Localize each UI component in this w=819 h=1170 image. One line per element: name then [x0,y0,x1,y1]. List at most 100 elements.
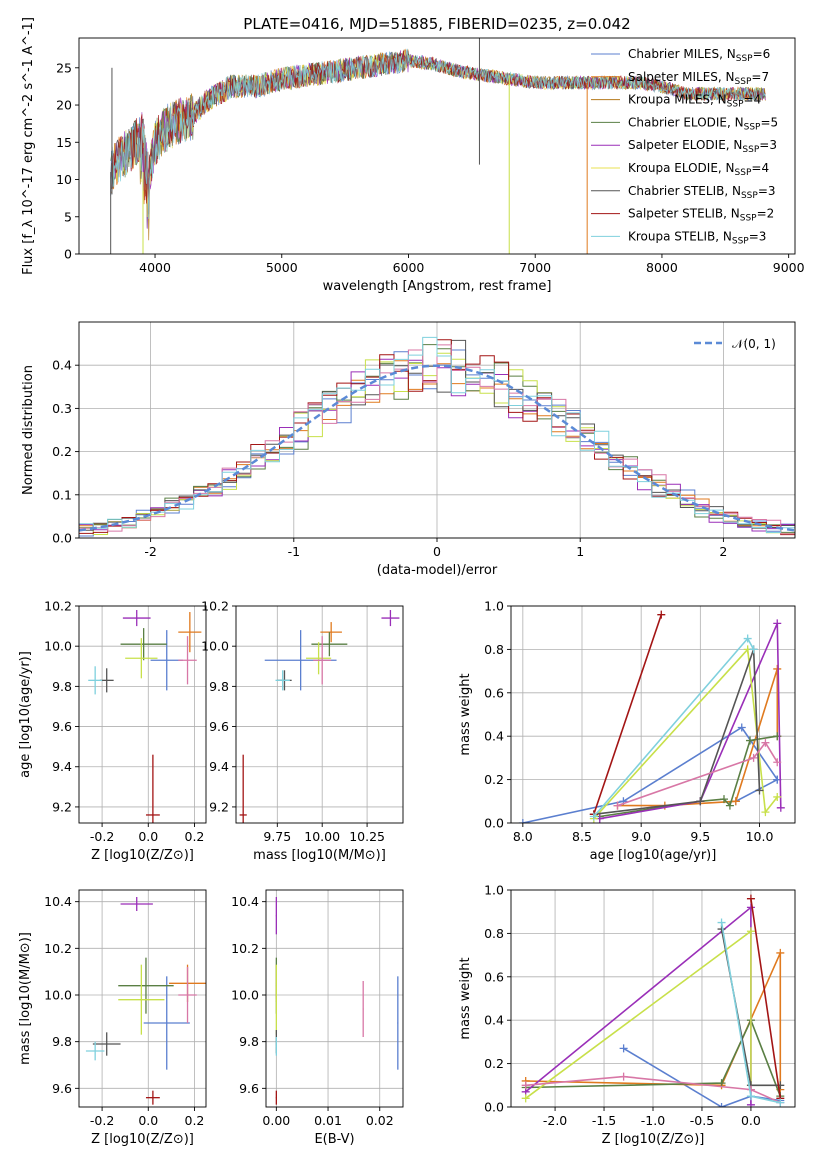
y-tick-label: 0.8 [484,642,504,657]
x-axis-label: Z [log10(Z/Z⊙)] [91,848,194,863]
legend-entry: Salpeter MILES, NSSP=7 [628,70,769,87]
plus-marker [773,792,782,801]
data-point [118,957,174,1014]
axes-frame [265,889,404,1108]
data-point [306,642,332,675]
x-tick-label: 8.0 [513,829,533,844]
data-point [275,897,277,935]
plus-marker [761,808,770,817]
spectrum-line [111,48,766,219]
plus-marker [773,619,782,628]
plus-marker [743,634,752,643]
panel-mass-vs-z: -0.2 0.0 0.2 9.6 9.8 10.0 10.2 10.4 Z [log10(Z/Z… [18,889,207,1147]
x-tick-label: 1 [576,544,584,559]
y-tick-label: 10.4 [44,894,72,909]
y-axis-label: age [log10(age/yr)] [18,651,33,778]
y-tick-label: 9.8 [52,1034,72,1049]
legend-entry: Kroupa STELIB, NSSP=3 [628,229,766,246]
plus-marker [619,1072,628,1081]
axes-frame [510,605,796,824]
plus-marker [749,753,758,762]
plus-marker [717,918,726,927]
plus-marker [725,801,734,810]
data-point [239,754,247,823]
figure-title: PLATE=0416, MJD=51885, FIBERID=0235, z=0… [243,15,630,33]
x-tick-label: 0.0 [741,1113,761,1128]
data-point [125,638,158,679]
y-tick-label: 0.0 [52,531,72,546]
plot-area [518,610,785,823]
panel-age-vs-mass: 9.75 10.00 10.25 9.2 9.4 9.6 9.8 10.0 10.2 mass [… [201,599,404,863]
data-point [122,610,151,627]
mass-weight-line [593,649,761,816]
plus-marker [619,1044,628,1053]
data-point [118,964,165,1035]
y-tick-label: 9.2 [52,799,72,814]
mass-weight-line [617,741,778,807]
plus-marker [776,803,785,812]
plus-marker [746,894,755,903]
plus-marker [761,738,770,747]
mass-weight-line [525,1018,782,1097]
y-tick-label: 10.0 [44,988,72,1003]
legend-entry: Salpeter STELIB, NSSP=2 [628,207,774,224]
x-axis-label: Z [log10(Z/Z⊙)] [602,1132,705,1147]
y-tick-label: 0.8 [484,926,504,941]
x-tick-label: -1.5 [592,1113,616,1128]
mass-weight-line [525,1075,781,1104]
plot-area [110,38,766,254]
x-tick-label: 0.00 [262,1113,290,1128]
y-tick-label: 10.2 [231,941,259,956]
data-point [120,897,153,911]
panel-mass-vs-ebv: 0.00 0.01 0.02 9.6 9.8 10.0 10.2 10.4 E(B-V) [231,889,404,1147]
x-tick-label: 0.0 [138,829,158,844]
x-tick-label: -1 [288,544,300,559]
y-axis-label: Normed distribution [21,365,36,495]
x-axis-label: (data-model)/error [377,563,498,578]
legend-entry: Chabrier STELIB, NSSP=3 [628,184,776,201]
plus-marker [613,801,622,810]
y-axis-label: mass weight [458,673,473,755]
y-tick-label: 10.0 [201,639,229,654]
x-tick-label: 4000 [139,260,171,275]
data-point [143,976,190,1070]
x-axis-label: mass [log10(M/M⊙)] [253,848,386,863]
y-tick-label: 0.0 [484,1100,504,1115]
y-tick-label: 0.6 [484,969,504,984]
plot-area [85,897,206,1105]
y-tick-label: 10 [56,172,72,187]
data-point [88,666,103,695]
panel-spectrum: 4000 5000 6000 7000 8000 9000 0 5 10 15 20 25 wavele… [21,17,805,294]
x-axis-label: Z [log10(Z/Z⊙)] [91,1132,194,1147]
legend-entry: Salpeter ELODIE, NSSP=3 [628,138,777,155]
legend-entry: Chabrier ELODIE, NSSP=5 [628,115,778,132]
data-point [275,1090,277,1105]
mass-weight-line [593,614,663,815]
axes-frame [78,37,796,255]
x-tick-label: 0.02 [366,1113,394,1128]
y-tick-label: 9.8 [239,1034,259,1049]
spectrum-legend: Chabrier MILES, NSSP=6 Salpeter MILES, NS… [591,47,778,246]
x-axis-label: E(B-V) [314,1132,354,1147]
mass-weight-line [593,637,755,818]
plus-marker [521,1094,530,1103]
data-point [120,628,167,661]
axes-frame [235,605,404,824]
panel-residual-hist: -2 -1 0 1 2 0.0 0.1 0.2 0.3 0.4 (data-model)/error… [21,321,796,578]
y-tick-label: 9.4 [209,759,229,774]
data-point [381,610,400,627]
y-tick-label: 10.4 [231,894,259,909]
x-axis-label: wavelength [Angstrom, rest frame] [323,279,552,294]
legend-entry: Kroupa MILES, NSSP=4 [628,93,761,110]
x-tick-label: 6000 [393,260,425,275]
x-tick-label: 0.01 [314,1113,342,1128]
x-tick-label: 0.2 [185,829,205,844]
plus-marker [717,1079,726,1088]
y-tick-label: 0.0 [484,816,504,831]
mass-weight-line [599,623,782,820]
plot-area [88,610,202,823]
y-tick-label: 1.0 [484,883,504,898]
y-tick-label: 9.6 [239,1081,259,1096]
y-tick-label: 10.2 [44,599,72,614]
